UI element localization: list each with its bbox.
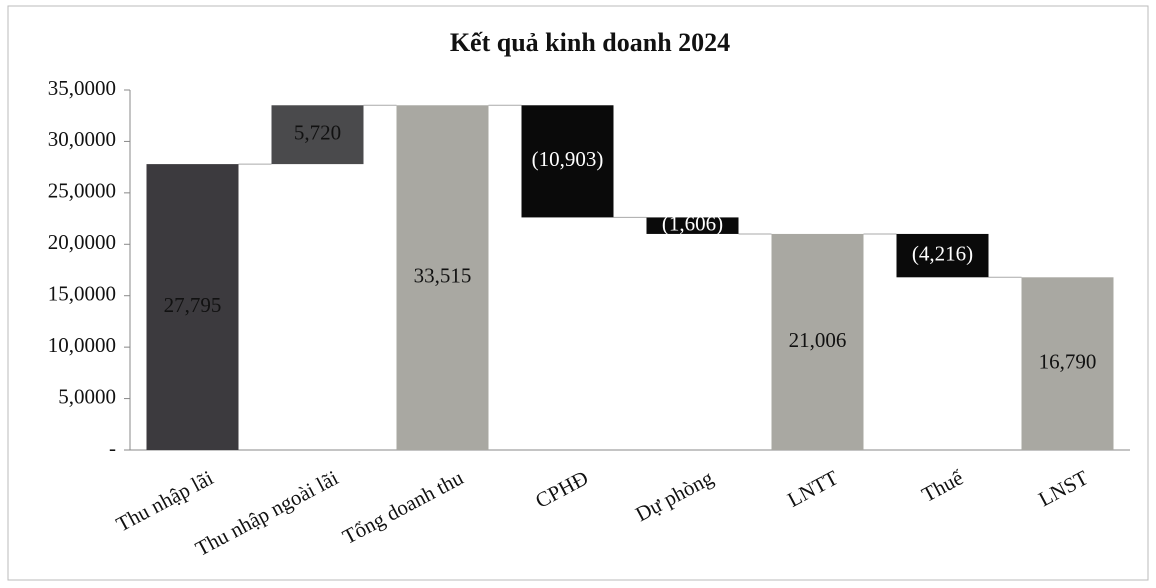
- bar: [146, 164, 239, 450]
- bar: [396, 105, 489, 450]
- data-label: 33,515: [414, 263, 472, 287]
- bar: [771, 233, 864, 450]
- bar: [646, 217, 739, 234]
- y-tick-label: 10,0000: [48, 333, 116, 357]
- bar: [1021, 277, 1114, 450]
- data-label: 27,795: [164, 293, 222, 317]
- data-label: (4,216): [912, 241, 973, 265]
- bar: [521, 105, 614, 218]
- data-label: 5,720: [294, 121, 341, 145]
- y-tick-label: 20,0000: [48, 230, 116, 254]
- y-tick-label: 35,0000: [48, 76, 116, 100]
- y-tick-label: 5,0000: [58, 384, 116, 408]
- y-tick-label: 15,0000: [48, 282, 116, 306]
- bar: [896, 233, 989, 278]
- bar: [271, 105, 364, 165]
- data-label: (1,606): [662, 211, 723, 235]
- data-label: 21,006: [789, 328, 847, 352]
- chart-title: Kết quả kinh doanh 2024: [450, 28, 730, 57]
- y-tick-label: 25,0000: [48, 179, 116, 203]
- data-label: 16,790: [1039, 349, 1097, 373]
- data-label: (10,903): [532, 147, 604, 171]
- y-tick-label: -: [109, 436, 116, 460]
- y-tick-label: 30,0000: [48, 127, 116, 151]
